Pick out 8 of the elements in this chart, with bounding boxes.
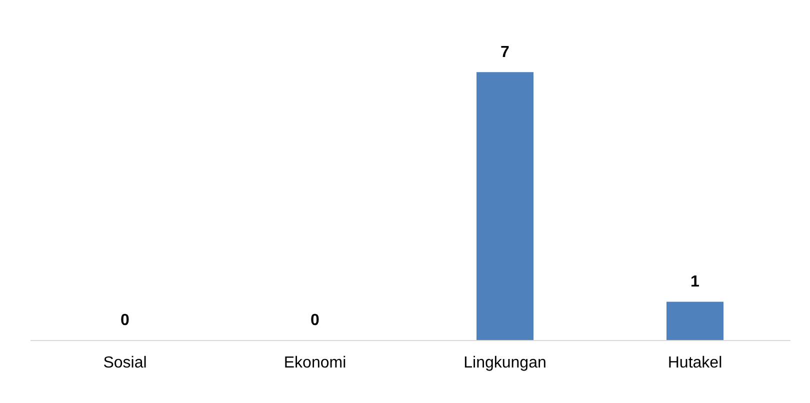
data-label: 1 (690, 274, 700, 291)
x-tick-label: Lingkungan (464, 354, 546, 372)
x-tick-label: Hutakel (668, 354, 722, 372)
data-label: 0 (310, 312, 320, 329)
data-label: 0 (120, 312, 130, 329)
data-label: 7 (500, 44, 510, 62)
x-tick-label: Sosial (103, 354, 147, 372)
x-tick-label: Ekonomi (284, 354, 346, 372)
